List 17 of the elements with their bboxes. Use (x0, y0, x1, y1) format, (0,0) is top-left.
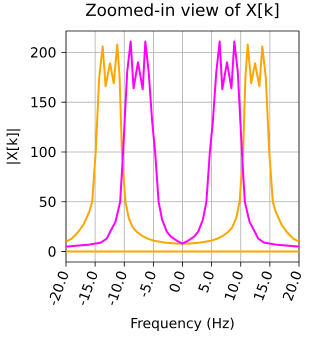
x-axis-title: Frequency (Hz) (132, 318, 234, 331)
x-tick-label: -20.0 (50, 272, 68, 305)
chart-title: Zoomed-in view of X[k] (86, 3, 278, 18)
x-tick-label: 10.0 (224, 272, 243, 300)
y-tick-label: 150 (32, 96, 56, 108)
x-tick-label: 5.0 (198, 272, 214, 293)
x-tick-label: 0.0 (170, 272, 184, 292)
x-tick-label: 15.0 (254, 272, 272, 300)
x-tick-label: -5.0 (140, 272, 156, 297)
y-axis-title: |X[k]| (6, 129, 20, 164)
y-tick-label: 0 (48, 246, 56, 257)
y-tick-label: 50 (40, 196, 56, 207)
y-tick-label: 100 (32, 146, 56, 158)
y-tick-label: 200 (31, 47, 56, 58)
x-tick-label: -10.0 (108, 272, 126, 305)
x-tick-label: 20.0 (282, 272, 301, 302)
x-tick-label: -15.0 (79, 272, 98, 305)
